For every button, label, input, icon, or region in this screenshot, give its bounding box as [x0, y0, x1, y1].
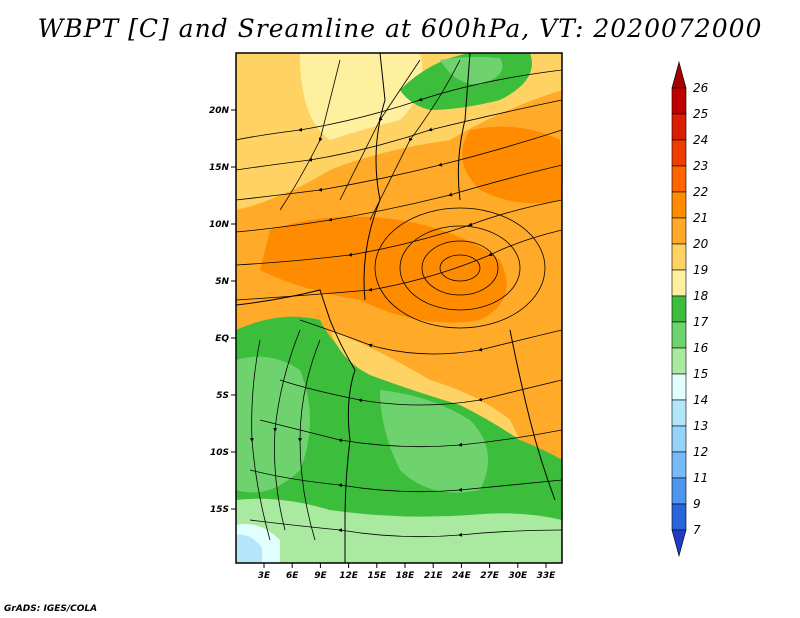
colorbar-label: 26: [693, 81, 709, 95]
colorbar-segment: [671, 373, 687, 401]
colorbar-label: 15: [693, 367, 708, 381]
colorbar-label: 21: [693, 211, 708, 225]
colorbar-label: 22: [693, 185, 708, 199]
lon-tick-label: 9E: [314, 571, 327, 581]
credit-label: GrADS: IGES/COLA: [4, 604, 98, 614]
colorbar-label: 11: [693, 471, 708, 485]
colorbar-label: 16: [693, 341, 709, 355]
lat-tick-label: EQ: [215, 334, 229, 344]
colorbar-label: 19: [693, 263, 708, 277]
colorbar-segment: [671, 425, 687, 453]
lon-tick-label: 21E: [424, 571, 444, 581]
lon-tick-label: 12E: [339, 571, 359, 581]
map-frame: [235, 52, 563, 564]
colorbar-segment: [671, 529, 687, 558]
colorbar-segment: [671, 217, 687, 245]
lat-tick-label: 20N: [209, 106, 230, 116]
colorbar-label: 14: [693, 393, 708, 407]
colorbar-segment: [671, 165, 687, 193]
colorbar-label: 12: [693, 445, 708, 459]
colorbar-segment: [671, 113, 687, 141]
chart-title: WBPT [C] and Sreamline at 600hPa, VT: 20…: [37, 14, 763, 43]
longitude-axis: 3E 6E 9E 12E 15E 18E 21E 24E 27E 30E 33E: [258, 563, 556, 581]
lon-tick-label: 6E: [286, 571, 299, 581]
lon-tick-label: 3E: [258, 571, 271, 581]
colorbar-segment: [671, 503, 687, 531]
colorbar-segment: [671, 243, 687, 271]
colorbar: 26 25 24 23 22 21 20 19 18 17 16 15 14 13 12 11 9 7: [671, 60, 709, 558]
colorbar-segment: [671, 477, 687, 505]
lat-tick-label: 10N: [209, 220, 230, 230]
lon-tick-label: 33E: [537, 571, 557, 581]
colorbar-label: 25: [693, 107, 708, 121]
colorbar-segment: [671, 347, 687, 375]
colorbar-label: 13: [693, 419, 708, 433]
latitude-axis: 20N 15N 10N 5N EQ 5S 10S 15S: [209, 106, 236, 515]
colorbar-segment: [671, 60, 687, 89]
lon-tick-label: 18E: [396, 571, 416, 581]
colorbar-label: 7: [693, 523, 701, 537]
colorbar-segment: [671, 295, 687, 323]
colorbar-segment: [671, 191, 687, 219]
lon-tick-label: 30E: [508, 571, 528, 581]
lat-tick-label: 10S: [210, 448, 229, 458]
colorbar-label: 24: [693, 133, 708, 147]
lat-tick-label: 15N: [209, 163, 230, 173]
colorbar-segment: [671, 451, 687, 479]
colorbar-segment: [671, 87, 687, 115]
lat-tick-label: 15S: [210, 505, 229, 515]
colorbar-label: 17: [693, 315, 709, 329]
colorbar-label: 20: [693, 237, 709, 251]
temperature-field: [236, 53, 562, 563]
colorbar-label: 18: [693, 289, 709, 303]
lon-tick-label: 15E: [367, 571, 387, 581]
borders: [236, 53, 556, 563]
colorbar-segment: [671, 139, 687, 167]
lon-tick-label: 27E: [480, 571, 500, 581]
lat-tick-label: 5S: [216, 391, 229, 401]
colorbar-segment: [671, 269, 687, 297]
colorbar-segment: [671, 399, 687, 427]
lon-tick-label: 24E: [452, 571, 472, 581]
lat-tick-label: 5N: [215, 277, 229, 287]
colorbar-label: 9: [693, 497, 701, 511]
colorbar-label: 23: [693, 159, 708, 173]
colorbar-segment: [671, 321, 687, 349]
